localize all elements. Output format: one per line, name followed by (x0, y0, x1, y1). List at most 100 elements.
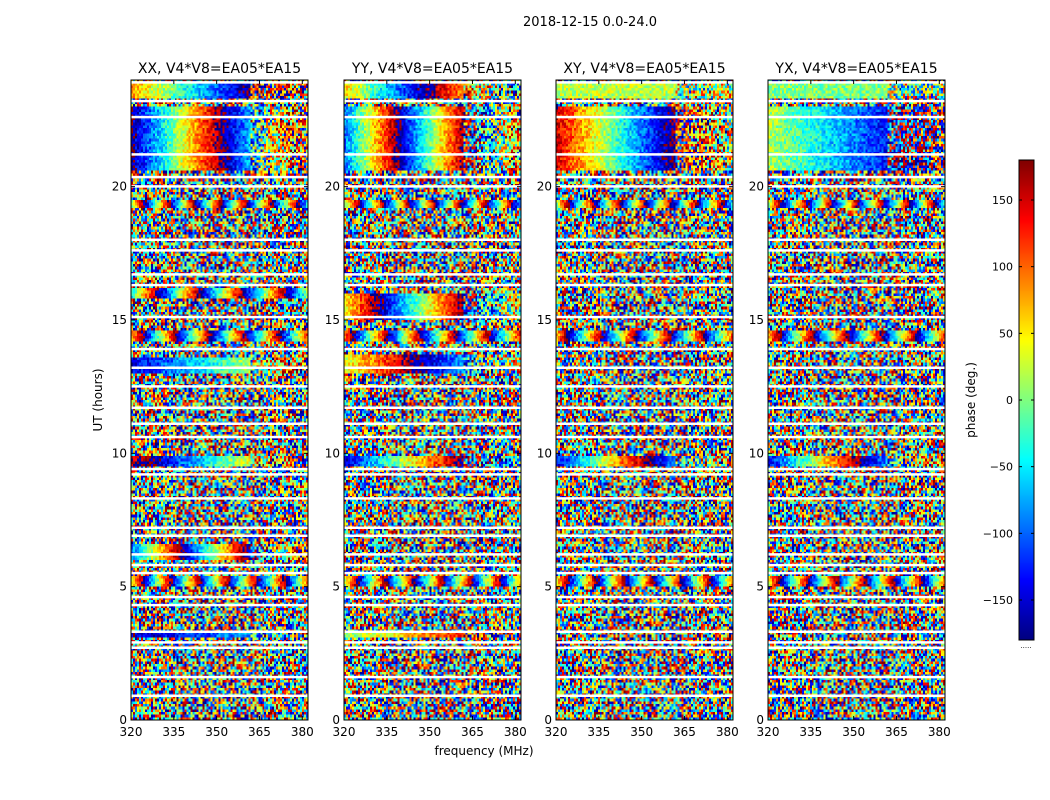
flagged-row (131, 467, 308, 471)
flagged-row (131, 694, 308, 697)
flagged-row (556, 675, 733, 679)
flagged-row (768, 115, 945, 119)
flagged-row (344, 283, 521, 287)
flagged-row (131, 553, 308, 556)
flagged-row (768, 385, 945, 388)
y-tick-label: 10 (112, 446, 127, 460)
flagged-row (768, 366, 945, 369)
x-tick-label: 350 (205, 725, 228, 739)
flagged-row (556, 315, 733, 319)
flagged-row (768, 175, 945, 179)
y-tick-label: 10 (749, 446, 764, 460)
flagged-row (556, 571, 733, 575)
flagged-row (768, 526, 945, 529)
flagged-row (556, 694, 733, 697)
colorbar-tick-label: 0 (1006, 394, 1013, 407)
flagged-row (768, 81, 945, 84)
flagged-row (768, 675, 945, 679)
flagged-row (131, 526, 308, 529)
flagged-row (768, 283, 945, 287)
y-tick-label: 0 (119, 713, 127, 727)
flagged-row (556, 115, 733, 119)
flagged-row (131, 249, 308, 252)
flagged-row (131, 385, 308, 388)
flagged-row (768, 406, 945, 409)
flagged-row (344, 435, 521, 439)
flagged-row (556, 185, 733, 188)
y-tick-label: 10 (325, 446, 340, 460)
flagged-row (556, 99, 733, 103)
y-tick-label: 15 (112, 313, 127, 327)
x-tick-label: 365 (673, 725, 696, 739)
flagged-row (131, 153, 308, 156)
flagged-row (768, 563, 945, 567)
panel-3: XY, V4*V8=EA05*EA15 320 335 350 365 380 0 5 10 15… (537, 61, 739, 739)
panel-title: XY, V4*V8=EA05*EA15 (563, 61, 725, 77)
flagged-row (131, 175, 308, 179)
panel-2: YY, V4*V8=EA05*EA15 320 335 350 365 380 0 5 10 15… (325, 61, 527, 739)
flagged-row (344, 81, 521, 84)
flagged-row (556, 283, 733, 287)
flagged-row (344, 273, 521, 276)
flagged-row (768, 347, 945, 351)
flagged-row (131, 283, 308, 287)
flagged-row (556, 81, 733, 84)
flagged-row (768, 238, 945, 241)
colorbar: −150 −100 −50 0 50 100 150 (983, 159, 1035, 641)
flagged-row (131, 366, 308, 369)
flagged-row (768, 435, 945, 439)
x-tick-label: 335 (162, 725, 185, 739)
flagged-row (344, 99, 521, 103)
flagged-row (556, 641, 733, 644)
flagged-row (768, 571, 945, 575)
flagged-row (131, 641, 308, 644)
flagged-row (556, 630, 733, 633)
flagged-row (344, 553, 521, 556)
flagged-row (768, 595, 945, 599)
x-tick-label: 335 (587, 725, 610, 739)
flagged-row (131, 497, 308, 500)
flagged-row (768, 603, 945, 607)
colorbar-note: ..... (1020, 642, 1031, 650)
x-tick-label: 350 (630, 725, 653, 739)
colorbar-tick-label: 150 (992, 194, 1013, 207)
flagged-row (556, 534, 733, 537)
flagged-row (344, 467, 521, 471)
flagged-row (131, 571, 308, 575)
y-tick-label: 20 (749, 180, 764, 194)
x-tick-label: 380 (716, 725, 739, 739)
y-tick-label: 15 (325, 313, 340, 327)
flagged-row (556, 595, 733, 599)
flagged-row (768, 315, 945, 319)
flagged-row (344, 534, 521, 537)
x-axis-label: frequency (MHz) (434, 744, 533, 758)
x-tick-label: 320 (545, 725, 568, 739)
flagged-row (131, 99, 308, 103)
y-tick-label: 5 (544, 580, 552, 594)
flagged-row (344, 641, 521, 644)
panel-1: XX, V4*V8=EA05*EA15 320 335 350 365 380 0 5 10 15… (112, 61, 314, 739)
flagged-row (131, 422, 308, 425)
colorbar-gradient (1019, 160, 1034, 640)
x-tick-label: 380 (504, 725, 527, 739)
flagged-row (344, 563, 521, 567)
panel-title: YY, V4*V8=EA05*EA15 (351, 61, 513, 77)
y-tick-label: 15 (537, 313, 552, 327)
flagged-row (344, 422, 521, 425)
y-tick-label: 0 (332, 713, 340, 727)
flagged-row (556, 526, 733, 529)
x-tick-label: 350 (842, 725, 865, 739)
flagged-row (131, 315, 308, 319)
flagged-row (344, 406, 521, 409)
colorbar-tick-label: −50 (990, 461, 1013, 474)
flagged-row (131, 115, 308, 119)
flagged-row (768, 694, 945, 697)
panel-title: YX, V4*V8=EA05*EA15 (774, 61, 937, 77)
flagged-row (556, 406, 733, 409)
flagged-row (556, 422, 733, 425)
flagged-row (344, 603, 521, 607)
y-tick-label: 0 (544, 713, 552, 727)
flagged-row (768, 473, 945, 476)
flagged-row (131, 406, 308, 409)
flagged-row (344, 238, 521, 241)
